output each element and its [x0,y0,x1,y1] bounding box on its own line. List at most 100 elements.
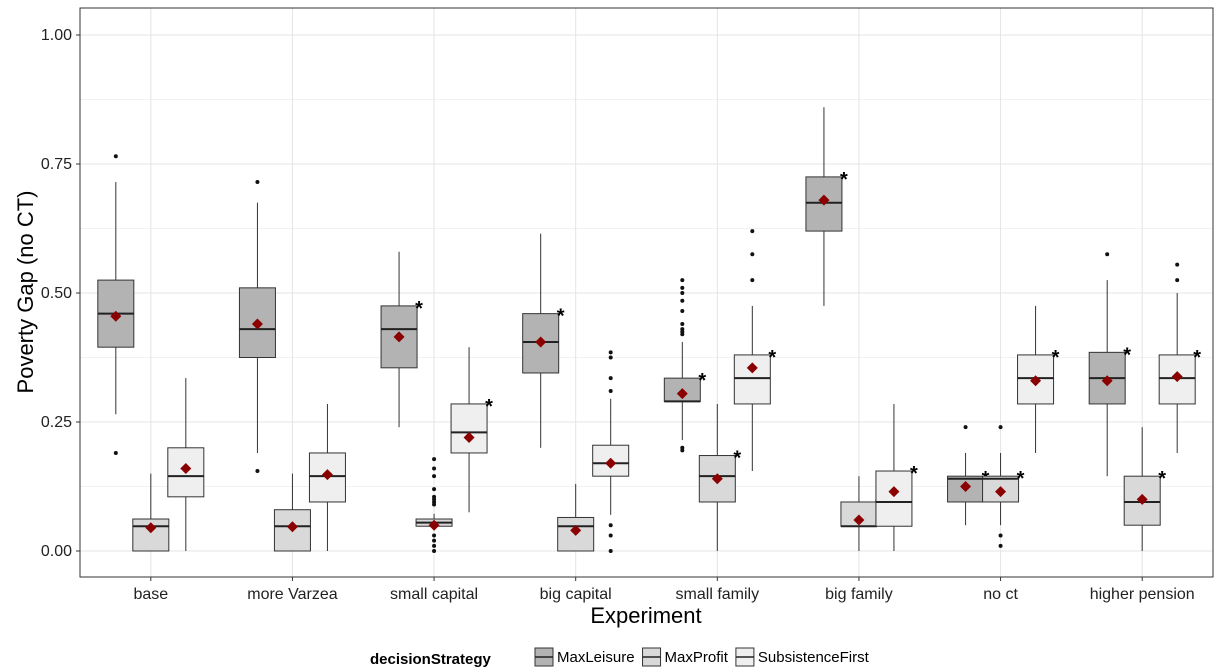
mean-marker [995,486,1007,498]
x-tick-label: small family [676,586,760,603]
mean-marker [1171,371,1183,383]
outlier-point [750,229,755,234]
outlier-point [750,278,755,283]
outlier-point [680,321,685,326]
outlier-point [255,469,260,474]
outlier-point [432,502,437,507]
x-tick-label: higher pension [1090,586,1195,603]
outlier-point [608,350,613,355]
outlier-point [608,549,613,553]
outlier-point [680,309,685,314]
box-SubsistenceFirst-small-family: * [733,229,776,472]
outlier-point [432,487,437,492]
box-SubsistenceFirst-small-capital: * [450,347,493,513]
legend-label: MaxLeisure [557,649,635,666]
legend-entries: MaxLeisure MaxProfit SubsistenceFirst [534,647,870,667]
x-tick-label: big capital [540,586,612,603]
mean-marker [463,431,475,443]
significance-star: * [415,298,423,320]
outlier-point [680,298,685,303]
outlier-point [750,252,755,257]
mean-marker [321,469,333,481]
mean-marker [180,462,192,474]
outlier-point [998,543,1003,548]
y-tick-label: 1.00 [41,27,72,44]
outlier-point [608,533,613,538]
box-SubsistenceFirst-higher-pension: * [1158,262,1201,453]
mean-marker [1030,375,1042,387]
mean-marker [393,331,405,343]
outlier-point [113,450,118,455]
x-tick-label: big family [825,586,893,603]
significance-star: * [910,463,918,485]
box-MaxProfit-small-capital [415,457,453,553]
x-axis-title: Experiment [590,603,701,628]
box-MaxLeisure-higher-pension: * [1088,252,1131,477]
significance-star: * [698,370,706,392]
outlier-point [608,355,613,360]
mean-marker [286,521,298,533]
box-MaxProfit-more-Varzea [273,473,311,552]
y-tick-label: 0.50 [41,285,72,302]
box-MaxProfit-higher-pension: * [1123,427,1166,551]
significance-star: * [840,169,848,191]
significance-star: * [1193,347,1201,369]
box-MaxLeisure-big-capital: * [522,233,565,448]
legend-title: decisionStrategy [370,651,492,668]
y-tick-label: 0.00 [41,543,72,560]
legend-item-MaxProfit: MaxProfit [642,647,729,667]
outlier-point [432,457,437,462]
box-body [698,455,736,503]
outlier-point [255,180,260,185]
significance-star: * [557,306,565,328]
outlier-point [680,448,685,453]
outlier-point [113,154,118,159]
mean-marker [711,473,723,485]
y-axis-ticks: 0.00 0.25 0.50 0.75 1.00 [41,27,80,560]
mean-marker [428,519,440,531]
significance-star: * [1017,468,1025,490]
significance-star: * [768,347,776,369]
outlier-point [608,389,613,394]
outlier-point [680,278,685,283]
outlier-point [680,291,685,295]
significance-star: * [1123,344,1131,366]
box-SubsistenceFirst-no-ct: * [1017,305,1060,453]
mean-marker [1101,375,1113,387]
box-SubsistenceFirst-big-capital [592,350,630,553]
box-MaxLeisure-base [97,154,135,455]
box-MaxLeisure-small-family: * [663,278,706,453]
significance-star: * [733,448,741,470]
outlier-point [1175,278,1180,283]
box-SubsistenceFirst-big-family: * [875,403,918,551]
legend-label: MaxProfit [665,649,729,666]
mean-marker [145,522,157,534]
outlier-point [608,376,613,381]
mean-marker [676,388,688,400]
box-MaxLeisure-more-Varzea [238,180,276,474]
outlier-point [998,425,1003,430]
x-tick-label: small capital [390,586,478,603]
outlier-point [432,466,437,471]
significance-star: * [485,396,493,418]
outlier-point [963,425,968,430]
outlier-point [680,332,685,337]
mean-marker [570,524,582,536]
outlier-point [432,533,437,538]
mean-marker [1136,493,1148,505]
x-tick-label: more Varzea [247,586,338,603]
x-tick-label: no ct [983,586,1018,603]
box-MaxLeisure-small-capital: * [380,251,423,428]
significance-star: * [1158,468,1166,490]
box-MaxProfit-base [132,473,170,552]
mean-marker [110,310,122,322]
box-plots: *************** [97,107,1201,553]
legend-label: SubsistenceFirst [758,649,870,666]
mean-marker [888,486,900,498]
mean-marker [251,318,263,330]
outlier-point [1175,262,1180,267]
x-axis-ticks: base more Varzea small capital big capital s… [133,577,1195,603]
outlier-point [608,523,613,528]
outlier-point [432,543,437,548]
